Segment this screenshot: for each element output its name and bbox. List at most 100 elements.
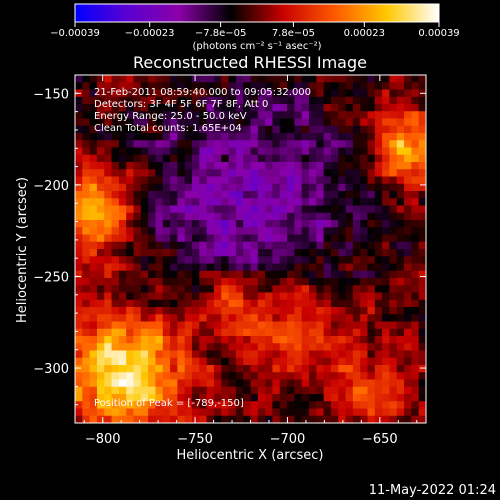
- heatmap-cell: [345, 111, 354, 120]
- heatmap-cell: [126, 75, 135, 83]
- heatmap-cell: [184, 227, 193, 236]
- heatmap-cell: [192, 321, 200, 330]
- heatmap-cell: [418, 299, 426, 308]
- heatmap-cell: [404, 191, 412, 199]
- heatmap-cell: [345, 104, 354, 112]
- heatmap-cell: [192, 415, 200, 423]
- heatmap-cell: [345, 249, 354, 257]
- heatmap-cell: [404, 365, 412, 373]
- heatmap-cell: [411, 147, 420, 156]
- heatmap-cell: [250, 89, 259, 98]
- heatmap-cell: [155, 198, 164, 207]
- colorbar-unit-label: (photons cm⁻² s⁻¹ asec⁻²): [192, 41, 321, 52]
- heatmap-cell: [272, 75, 281, 83]
- heatmap-cell: [389, 307, 398, 315]
- colorbar-tick-label: 0.00039: [418, 28, 459, 39]
- heatmap-cell: [309, 386, 317, 395]
- heatmap-cell: [170, 169, 178, 178]
- heatmap-cell: [235, 357, 244, 366]
- heatmap-cell: [118, 256, 127, 265]
- heatmap-cell: [294, 212, 303, 221]
- heatmap-cell: [206, 394, 215, 402]
- heatmap-cell: [338, 176, 347, 185]
- heatmap-cell: [82, 111, 91, 120]
- heatmap-cell: [287, 198, 295, 207]
- heatmap-cell: [279, 379, 288, 388]
- heatmap-cell: [89, 89, 98, 98]
- heatmap-cell: [374, 379, 383, 388]
- heatmap-cell: [206, 75, 215, 83]
- heatmap-cell: [96, 191, 105, 199]
- heatmap-cell: [192, 401, 200, 410]
- heatmap-cell: [257, 227, 266, 236]
- heatmap-cell: [199, 176, 208, 185]
- heatmap-cell: [352, 314, 361, 323]
- heatmap-cell: [228, 270, 237, 279]
- heatmap-cell: [265, 350, 274, 359]
- heatmap-cell: [243, 350, 252, 359]
- heatmap-cell: [155, 220, 164, 228]
- heatmap-cell: [330, 278, 339, 286]
- heatmap-cell: [250, 154, 259, 163]
- heatmap-cell: [396, 357, 405, 366]
- heatmap-cell: [155, 154, 164, 163]
- heatmap-cell: [352, 205, 361, 214]
- heatmap-cell: [228, 379, 237, 388]
- heatmap-cell: [367, 394, 376, 402]
- heatmap-cell: [323, 227, 332, 236]
- heatmap-cell: [279, 415, 288, 423]
- heatmap-cell: [367, 401, 376, 410]
- heatmap-cell: [374, 220, 383, 228]
- heatmap-cell: [374, 357, 383, 366]
- heatmap-cell: [411, 140, 420, 149]
- heatmap-cell: [155, 140, 164, 149]
- heatmap-cell: [111, 256, 120, 265]
- heatmap-cell: [316, 372, 325, 381]
- heatmap-cell: [235, 162, 244, 170]
- heatmap-cell: [352, 415, 361, 423]
- y-tick-label: −250: [33, 270, 69, 285]
- heatmap-cell: [235, 285, 244, 294]
- heatmap-cell: [374, 401, 383, 410]
- heatmap-cell: [235, 234, 244, 243]
- heatmap-cell: [89, 307, 98, 315]
- heatmap-cell: [104, 336, 113, 344]
- heatmap-cell: [104, 125, 113, 134]
- heatmap-cell: [82, 314, 91, 323]
- heatmap-cell: [374, 350, 383, 359]
- heatmap-cell: [89, 249, 98, 257]
- heatmap-cell: [192, 205, 200, 214]
- heatmap-cell: [148, 386, 157, 395]
- heatmap-cell: [294, 314, 303, 323]
- heatmap-cell: [192, 176, 200, 185]
- heatmap-cell: [162, 205, 171, 214]
- heatmap-cell: [272, 299, 281, 308]
- heatmap-cell: [213, 227, 222, 236]
- heatmap-cell: [338, 220, 347, 228]
- heatmap-cell: [301, 147, 310, 156]
- heatmap-cell: [162, 328, 171, 337]
- heatmap-cell: [374, 249, 383, 257]
- heatmap-cell: [330, 292, 339, 301]
- heatmap-cell: [228, 292, 237, 301]
- heatmap-cell: [170, 220, 178, 228]
- heatmap-cell: [287, 75, 295, 83]
- heatmap-cell: [287, 256, 295, 265]
- heatmap-cell: [89, 118, 98, 127]
- heatmap-cell: [389, 321, 398, 330]
- heatmap-cell: [213, 386, 222, 395]
- heatmap-cell: [162, 75, 171, 83]
- heatmap-cell: [104, 357, 113, 366]
- heatmap-cell: [279, 365, 288, 373]
- heatmap-cell: [352, 154, 361, 163]
- heatmap-cell: [396, 379, 405, 388]
- heatmap-cell: [374, 96, 383, 105]
- heatmap-cell: [75, 357, 83, 366]
- heatmap-cell: [418, 118, 426, 127]
- heatmap-cell: [418, 241, 426, 250]
- heatmap-cell: [330, 394, 339, 402]
- heatmap-cell: [192, 408, 200, 417]
- heatmap-cell: [155, 270, 164, 279]
- heatmap-cell: [411, 191, 420, 199]
- heatmap-cell: [104, 140, 113, 149]
